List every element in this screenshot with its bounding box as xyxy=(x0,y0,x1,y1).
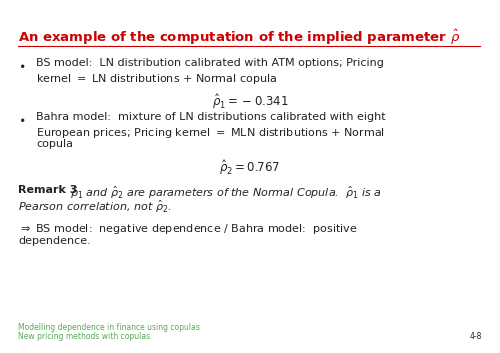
Text: An example of the computation of the implied parameter $\hat{\rho}$: An example of the computation of the imp… xyxy=(18,28,460,47)
Text: Bahra model:  mixture of LN distributions calibrated with eight: Bahra model: mixture of LN distributions… xyxy=(36,112,386,122)
Text: dependence.: dependence. xyxy=(18,235,91,245)
Text: $\hat{\rho}_1 = -0.341$: $\hat{\rho}_1 = -0.341$ xyxy=(212,92,288,111)
Text: Remark 3: Remark 3 xyxy=(18,185,78,195)
Text: $\bullet$: $\bullet$ xyxy=(18,112,26,125)
Text: $\Rightarrow$ BS model:  negative dependence / Bahra model:  positive: $\Rightarrow$ BS model: negative depende… xyxy=(18,222,357,236)
Text: European prices; Pricing kernel $=$ MLN distributions $+$ Normal: European prices; Pricing kernel $=$ MLN … xyxy=(36,126,385,139)
Text: $\bullet$: $\bullet$ xyxy=(18,58,26,71)
Text: $\hat{\rho}_2 = 0.767$: $\hat{\rho}_2 = 0.767$ xyxy=(220,158,280,177)
Text: New pricing methods with copulas: New pricing methods with copulas xyxy=(18,332,150,341)
Text: Modelling dependence in finance using copulas: Modelling dependence in finance using co… xyxy=(18,323,200,332)
Text: 4-8: 4-8 xyxy=(470,332,482,341)
Text: copula: copula xyxy=(36,139,73,149)
Text: BS model:  LN distribution calibrated with ATM options; Pricing: BS model: LN distribution calibrated wit… xyxy=(36,58,384,68)
Text: Pearson correlation, not $\hat{\rho}_2$.: Pearson correlation, not $\hat{\rho}_2$. xyxy=(18,198,172,215)
Text: $\hat{\rho}_1$ and $\hat{\rho}_2$ are parameters of the Normal Copula.  $\hat{\r: $\hat{\rho}_1$ and $\hat{\rho}_2$ are pa… xyxy=(70,185,382,202)
Text: kernel $=$ LN distributions $+$ Normal copula: kernel $=$ LN distributions $+$ Normal c… xyxy=(36,72,277,85)
